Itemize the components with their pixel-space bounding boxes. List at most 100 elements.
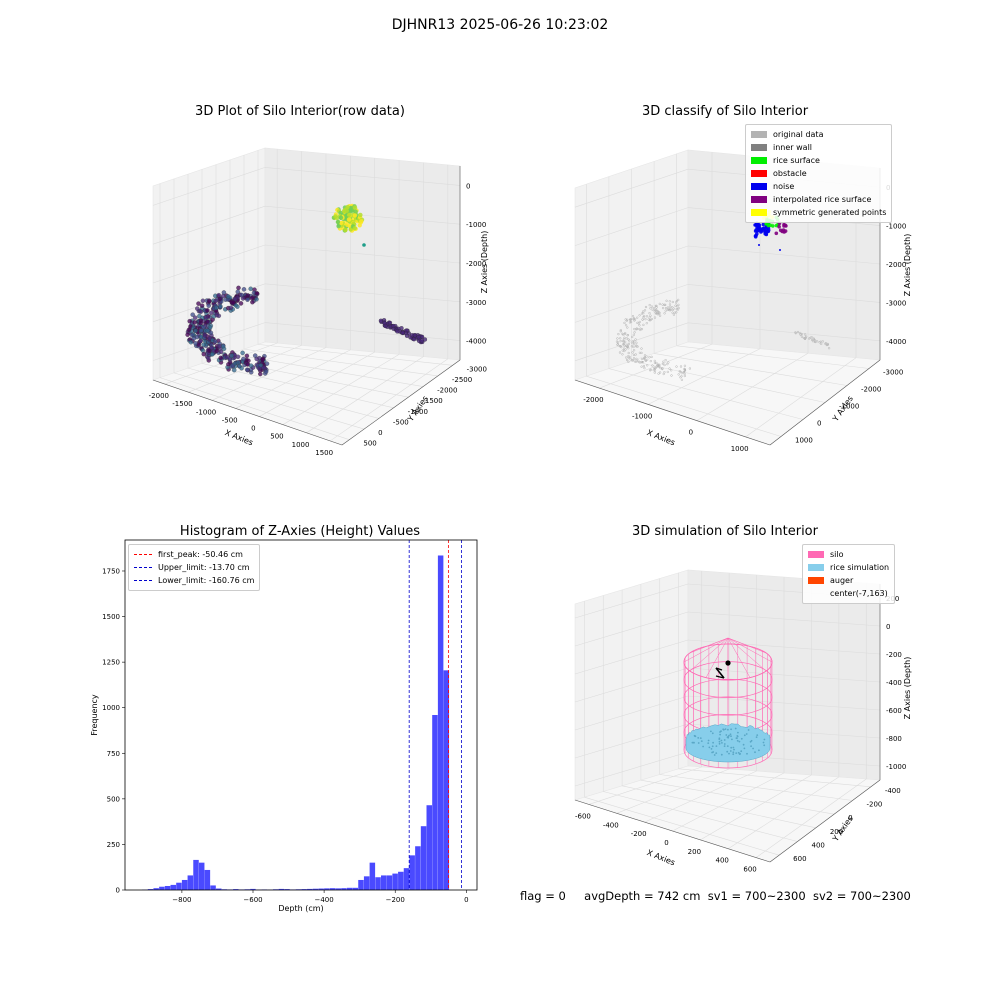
panel2-original-point	[648, 316, 651, 319]
panel4-rice-mesh-point	[721, 742, 723, 744]
panel4-x-axis-label: X Axies	[646, 848, 677, 867]
panel2-original-point	[669, 309, 672, 312]
panel2-original-point	[620, 345, 623, 349]
panel4-z-tick-label: -200	[886, 651, 902, 659]
panel2-grid-y	[676, 345, 870, 369]
panel1-wall-point	[202, 333, 208, 338]
legend-swatch	[751, 196, 767, 203]
panel2-original-point	[677, 373, 680, 376]
panel2-original-point	[650, 305, 654, 308]
panel2-original-point	[657, 372, 660, 375]
panel2-original-point	[680, 378, 684, 381]
histogram-x-tick-label: −600	[243, 896, 262, 904]
panel1-wall-point	[217, 343, 222, 349]
panel4-x-tick-label: 200	[688, 848, 701, 856]
legend-entry: Upper_limit: -13.70 cm	[134, 561, 254, 574]
panel2-original-point	[628, 321, 632, 324]
panel1-wall-point	[218, 349, 224, 355]
panel1-surface-point	[339, 220, 344, 226]
panel4-rice-mesh-point	[723, 743, 726, 745]
panel2-original-point	[669, 308, 672, 311]
panel4-rice-mesh-point	[742, 743, 745, 746]
histogram-bar	[159, 886, 165, 890]
histogram-bar	[284, 889, 290, 890]
panel2-original-point	[635, 341, 638, 344]
panel2-grid-z-left	[574, 207, 689, 246]
panel4-rice-mesh-point	[713, 754, 716, 756]
panel1-wall-point	[250, 299, 255, 305]
panel2-original-point	[654, 304, 658, 308]
panel2-grid-z-left	[574, 245, 689, 285]
panel4-grid-x	[644, 770, 757, 823]
panel2-original-point	[643, 314, 646, 318]
panel1-grid-x	[211, 347, 327, 401]
panel1-wall-point	[208, 330, 214, 336]
panel2-original-point	[627, 342, 631, 346]
legend-label: symmetric generated points	[773, 208, 887, 217]
panel1-wall-point	[218, 355, 223, 361]
panel2-original-point	[653, 359, 656, 363]
panel4-grid-x	[755, 778, 867, 858]
panel1-grid-z-right	[264, 167, 461, 186]
panel4-x-tick-label: -200	[631, 830, 647, 838]
panel2-original-point	[638, 314, 641, 317]
legend-swatch	[751, 209, 767, 216]
panel2-original-point	[635, 357, 638, 361]
panel4-grid-y	[640, 779, 835, 815]
legend-label: auger	[830, 576, 854, 585]
panel4-auger-shaft	[715, 667, 725, 679]
panel1-grid-y	[159, 377, 350, 440]
panel1-y-tick-label: -1500	[422, 397, 442, 405]
status-sv2: sv2 = 700~2300	[812, 889, 911, 903]
panel4-grid-x	[616, 768, 730, 814]
panel2-original-point	[626, 345, 629, 348]
panel4-rice-mesh-point	[743, 747, 746, 750]
histogram-legend: first_peak: -50.46 cm Upper_limit: -13.70…	[128, 544, 261, 591]
panel4-grid-z-left	[574, 695, 689, 731]
panel2-original-point	[653, 369, 657, 372]
panel2-original-point	[623, 321, 626, 325]
panel4-z-tick-label: 0	[886, 623, 890, 631]
panel4-grid-z-right	[687, 611, 881, 627]
panel1-x-axis-label: X Axies	[224, 428, 255, 447]
panel2-class-point	[759, 229, 764, 233]
panel2-original-point	[625, 356, 628, 359]
panel2-original-point	[632, 317, 636, 320]
panel2-original-point	[626, 344, 629, 347]
histogram-bar	[443, 670, 450, 890]
panel2-original-point	[677, 298, 680, 302]
panel1-wall-point	[254, 297, 259, 302]
panel4-silo-cone	[727, 637, 767, 654]
histogram-bar	[329, 888, 336, 890]
panel1-z-tick-label: -4000	[466, 338, 486, 346]
panel1-wall-point	[411, 337, 417, 342]
panel2-original-point	[633, 340, 636, 343]
histogram-bar	[358, 879, 364, 890]
panel2-class-point	[755, 229, 760, 233]
panel1-grid-x	[282, 354, 400, 425]
panel4-rice-mesh-point	[747, 729, 750, 731]
panel1-wall-point	[235, 289, 241, 295]
panel4-rice-mesh-point	[711, 745, 714, 748]
panel4-auger-blade	[715, 667, 723, 671]
panel2-grid-z-right	[687, 284, 881, 303]
panel4-x-tick-label: 400	[716, 857, 729, 865]
panel1-wall-point	[233, 296, 238, 302]
panel1-surface-point	[359, 219, 364, 224]
panel4-center-marker	[725, 660, 731, 666]
panel1-surface-point	[333, 214, 338, 219]
histogram-y-tick-label: 500	[107, 795, 120, 803]
panel2-class-point	[778, 228, 783, 233]
panel1-z-tick-label: -1000	[466, 221, 486, 229]
panel1-grid-x	[306, 356, 424, 434]
panel2-original-point	[643, 366, 646, 370]
panel2-original-point	[644, 305, 648, 309]
panel1-wall-point	[245, 293, 251, 298]
legend-swatch	[134, 554, 152, 555]
panel1-surface-point	[353, 209, 358, 214]
panel2-original-point	[629, 318, 632, 321]
panel2-original-point	[669, 305, 672, 309]
panel4-rice-mesh-point	[732, 751, 735, 754]
panel4-rice-mesh-point	[746, 752, 748, 755]
panel2-original-point	[632, 343, 636, 346]
